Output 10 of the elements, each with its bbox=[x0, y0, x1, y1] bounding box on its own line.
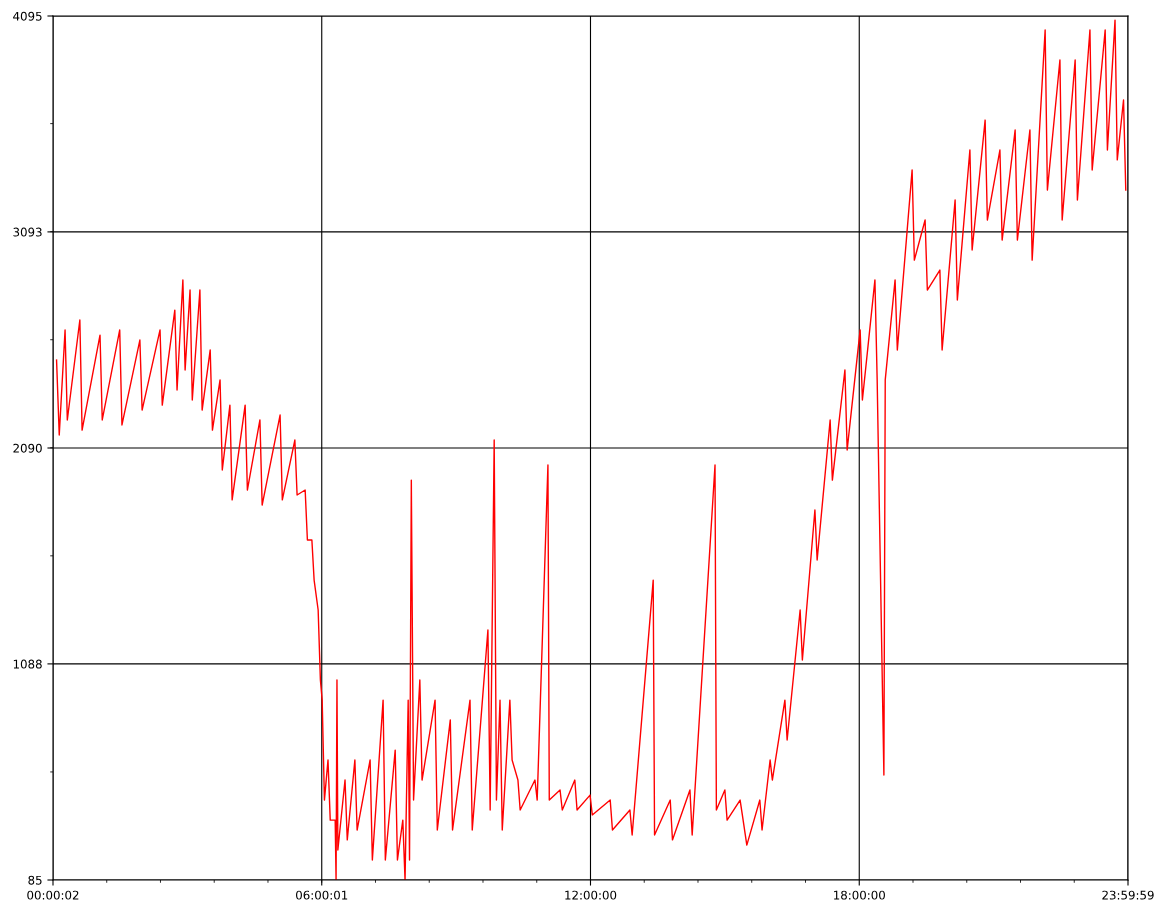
x-tick-label: 23:59:59 bbox=[1102, 890, 1154, 900]
x-tick-label: 06:00:01 bbox=[296, 890, 348, 900]
y-tick-label: 4095 bbox=[13, 11, 42, 21]
y-tick-label: 3093 bbox=[13, 227, 42, 237]
y-tick-label: 85 bbox=[28, 875, 42, 885]
y-tick-label: 1088 bbox=[13, 659, 42, 669]
x-tick-label: 12:00:00 bbox=[565, 890, 617, 900]
x-tick-label: 00:00:02 bbox=[27, 890, 79, 900]
y-tick-label: 2090 bbox=[13, 443, 42, 453]
x-tick-label: 18:00:00 bbox=[834, 890, 885, 900]
